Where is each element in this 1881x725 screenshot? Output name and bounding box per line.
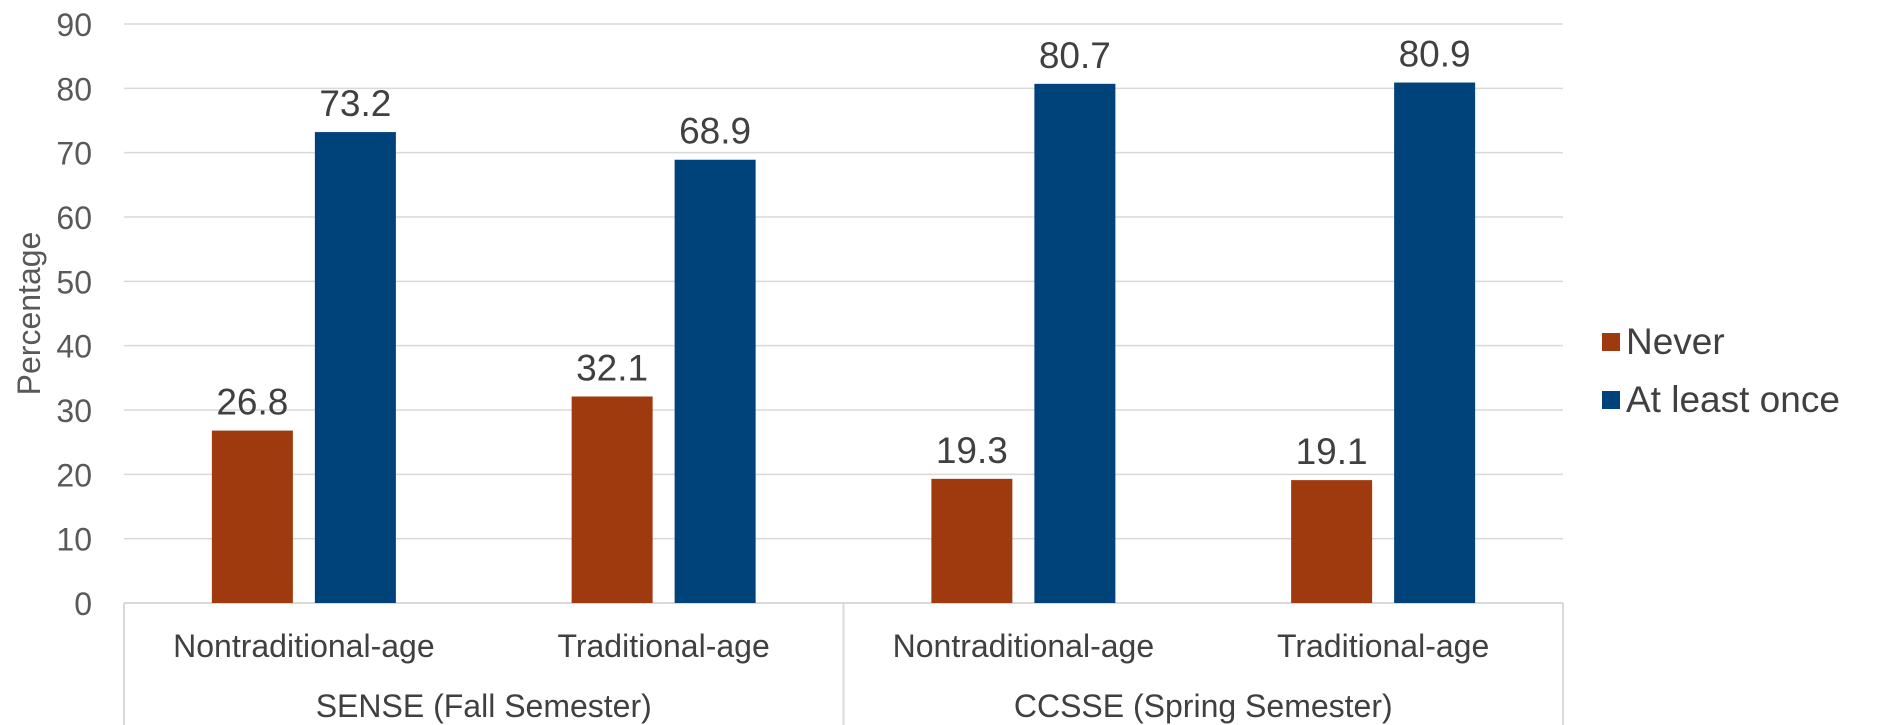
- data-label: 73.2: [319, 83, 391, 124]
- legend-label-at-least-once: At least once: [1626, 379, 1840, 420]
- y-tick-label: 30: [56, 393, 92, 429]
- bar-never-1: [211, 430, 293, 603]
- legend: Never At least once: [1602, 313, 1840, 429]
- y-tick-label: 40: [56, 329, 92, 365]
- x-category-label: Nontraditional-age: [893, 628, 1155, 664]
- data-label: 32.1: [576, 347, 648, 388]
- bar-at-least-once-1: [314, 132, 396, 603]
- legend-item-never: Never: [1602, 313, 1840, 371]
- bar-at-least-once-4: [1394, 82, 1476, 603]
- y-tick-label: 0: [74, 586, 92, 622]
- bar-never-3: [931, 478, 1013, 603]
- data-label: 19.1: [1296, 431, 1368, 472]
- y-tick-label: 60: [56, 200, 92, 236]
- bar-never-2: [571, 396, 653, 603]
- bar-at-least-once-2: [674, 159, 756, 603]
- legend-label-never: Never: [1626, 321, 1725, 362]
- y-tick-label: 90: [56, 7, 92, 43]
- y-tick-label: 20: [56, 457, 92, 493]
- y-tick-label: 80: [56, 71, 92, 107]
- data-label: 68.9: [679, 111, 751, 152]
- x-category-label: Nontraditional-age: [173, 628, 435, 664]
- y-tick-label: 50: [56, 264, 92, 300]
- bar-at-least-once-3: [1034, 83, 1116, 603]
- y-tick-label: 70: [56, 136, 92, 172]
- labels: 0 10 20 30 40 50 60 70 80 90 Percentage 26.8 73.2 Non…: [11, 7, 1489, 724]
- x-group-label: SENSE (Fall Semester): [316, 688, 652, 724]
- legend-swatch-at-least-once: [1602, 391, 1620, 409]
- x-category-label: Traditional-age: [1277, 628, 1489, 664]
- data-label: 80.9: [1399, 34, 1471, 75]
- data-label: 80.7: [1039, 35, 1111, 76]
- data-label: 19.3: [936, 430, 1008, 471]
- y-axis-title: Percentage: [11, 232, 47, 396]
- x-category-label: Traditional-age: [557, 628, 769, 664]
- legend-swatch-never: [1602, 333, 1620, 351]
- data-label: 26.8: [216, 382, 288, 423]
- x-group-label: CCSSE (Spring Semester): [1014, 688, 1393, 724]
- bars: [211, 82, 1476, 603]
- legend-item-at-least-once: At least once: [1602, 371, 1840, 429]
- y-tick-label: 10: [56, 522, 92, 558]
- bar-never-4: [1291, 480, 1373, 603]
